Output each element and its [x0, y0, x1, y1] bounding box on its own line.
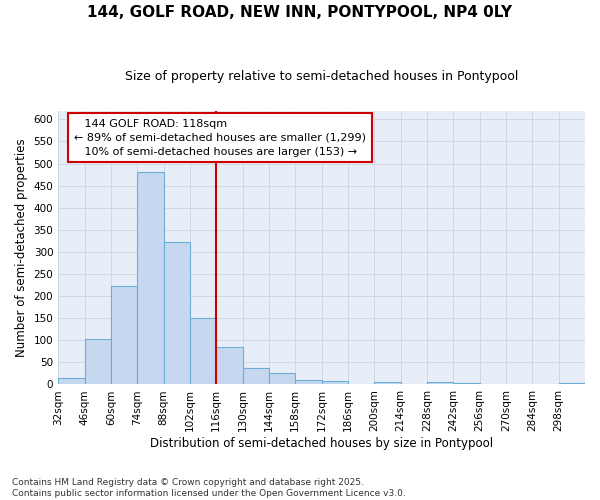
Text: 144, GOLF ROAD, NEW INN, PONTYPOOL, NP4 0LY: 144, GOLF ROAD, NEW INN, PONTYPOOL, NP4 … [88, 5, 512, 20]
Bar [322, 382, 348, 384]
Text: Contains HM Land Registry data © Crown copyright and database right 2025.
Contai: Contains HM Land Registry data © Crown c… [12, 478, 406, 498]
Text: 144 GOLF ROAD: 118sqm
← 89% of semi-detached houses are smaller (1,299)
   10% o: 144 GOLF ROAD: 118sqm ← 89% of semi-deta… [74, 119, 366, 157]
Bar [58, 378, 85, 384]
Bar [242, 368, 269, 384]
Bar [190, 318, 216, 384]
Bar [137, 172, 164, 384]
Title: Size of property relative to semi-detached houses in Pontypool: Size of property relative to semi-detach… [125, 70, 518, 83]
Y-axis label: Number of semi-detached properties: Number of semi-detached properties [15, 138, 28, 357]
Bar [216, 348, 242, 385]
Bar [164, 242, 190, 384]
Bar [559, 383, 585, 384]
X-axis label: Distribution of semi-detached houses by size in Pontypool: Distribution of semi-detached houses by … [150, 437, 493, 450]
Bar [374, 382, 401, 384]
Bar [427, 382, 453, 384]
Bar [85, 339, 111, 384]
Bar [453, 382, 479, 384]
Bar [269, 374, 295, 384]
Bar [295, 380, 322, 384]
Bar [111, 286, 137, 384]
